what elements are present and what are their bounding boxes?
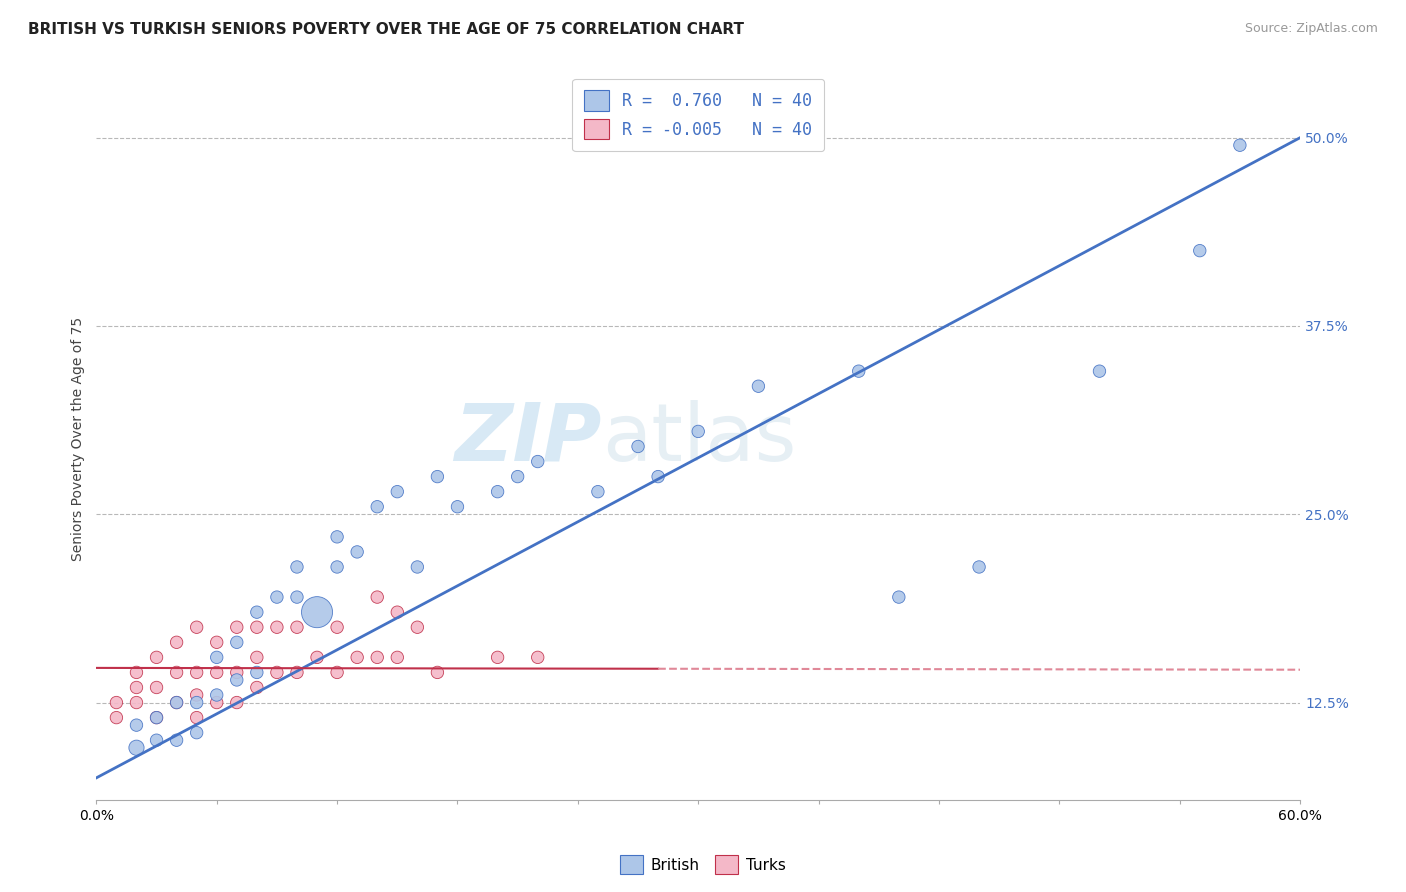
- Point: [186, 665, 208, 680]
- Point: [125, 696, 148, 710]
- Point: [285, 560, 308, 574]
- Point: [125, 681, 148, 695]
- Point: [145, 681, 167, 695]
- Point: [747, 379, 769, 393]
- Point: [586, 484, 609, 499]
- Point: [225, 620, 247, 634]
- Point: [166, 696, 188, 710]
- Point: [526, 650, 548, 665]
- Point: [145, 710, 167, 724]
- Point: [387, 650, 409, 665]
- Point: [186, 710, 208, 724]
- Point: [326, 665, 349, 680]
- Point: [387, 484, 409, 499]
- Point: [326, 530, 349, 544]
- Point: [246, 605, 269, 619]
- Point: [266, 590, 288, 604]
- Point: [346, 545, 368, 559]
- Point: [326, 620, 349, 634]
- Point: [285, 590, 308, 604]
- Point: [506, 469, 529, 483]
- Point: [205, 635, 228, 649]
- Point: [186, 696, 208, 710]
- Point: [225, 673, 247, 687]
- Point: [225, 696, 247, 710]
- Point: [125, 665, 148, 680]
- Point: [647, 469, 669, 483]
- Point: [246, 665, 269, 680]
- Point: [125, 740, 148, 755]
- Point: [166, 665, 188, 680]
- Point: [186, 688, 208, 702]
- Point: [125, 718, 148, 732]
- Point: [246, 620, 269, 634]
- Point: [225, 665, 247, 680]
- Point: [186, 725, 208, 739]
- Point: [1229, 138, 1251, 153]
- Point: [166, 733, 188, 747]
- Point: [406, 620, 429, 634]
- Point: [225, 635, 247, 649]
- Legend: R =  0.760   N = 40, R = -0.005   N = 40: R = 0.760 N = 40, R = -0.005 N = 40: [572, 78, 824, 151]
- Point: [326, 560, 349, 574]
- Point: [486, 650, 509, 665]
- Point: [426, 665, 449, 680]
- Point: [967, 560, 990, 574]
- Point: [205, 665, 228, 680]
- Point: [1088, 364, 1111, 378]
- Point: [145, 733, 167, 747]
- Point: [346, 650, 368, 665]
- Point: [145, 710, 167, 724]
- Text: BRITISH VS TURKISH SENIORS POVERTY OVER THE AGE OF 75 CORRELATION CHART: BRITISH VS TURKISH SENIORS POVERTY OVER …: [28, 22, 744, 37]
- Point: [205, 688, 228, 702]
- Point: [848, 364, 870, 378]
- Text: Source: ZipAtlas.com: Source: ZipAtlas.com: [1244, 22, 1378, 36]
- Point: [426, 469, 449, 483]
- Point: [166, 696, 188, 710]
- Point: [627, 440, 650, 454]
- Y-axis label: Seniors Poverty Over the Age of 75: Seniors Poverty Over the Age of 75: [72, 317, 86, 561]
- Point: [366, 590, 388, 604]
- Point: [246, 681, 269, 695]
- Point: [305, 650, 328, 665]
- Point: [166, 635, 188, 649]
- Point: [366, 500, 388, 514]
- Text: atlas: atlas: [602, 400, 796, 478]
- Point: [105, 710, 128, 724]
- Text: ZIP: ZIP: [454, 400, 602, 478]
- Point: [305, 605, 328, 619]
- Point: [105, 696, 128, 710]
- Point: [887, 590, 910, 604]
- Point: [486, 484, 509, 499]
- Point: [387, 605, 409, 619]
- Point: [205, 650, 228, 665]
- Point: [406, 560, 429, 574]
- Point: [446, 500, 468, 514]
- Point: [285, 665, 308, 680]
- Point: [186, 620, 208, 634]
- Point: [526, 454, 548, 468]
- Point: [205, 696, 228, 710]
- Point: [145, 650, 167, 665]
- Point: [688, 425, 710, 439]
- Legend: British, Turks: British, Turks: [614, 849, 792, 880]
- Point: [285, 620, 308, 634]
- Point: [366, 650, 388, 665]
- Point: [266, 620, 288, 634]
- Point: [246, 650, 269, 665]
- Point: [1188, 244, 1211, 258]
- Point: [266, 665, 288, 680]
